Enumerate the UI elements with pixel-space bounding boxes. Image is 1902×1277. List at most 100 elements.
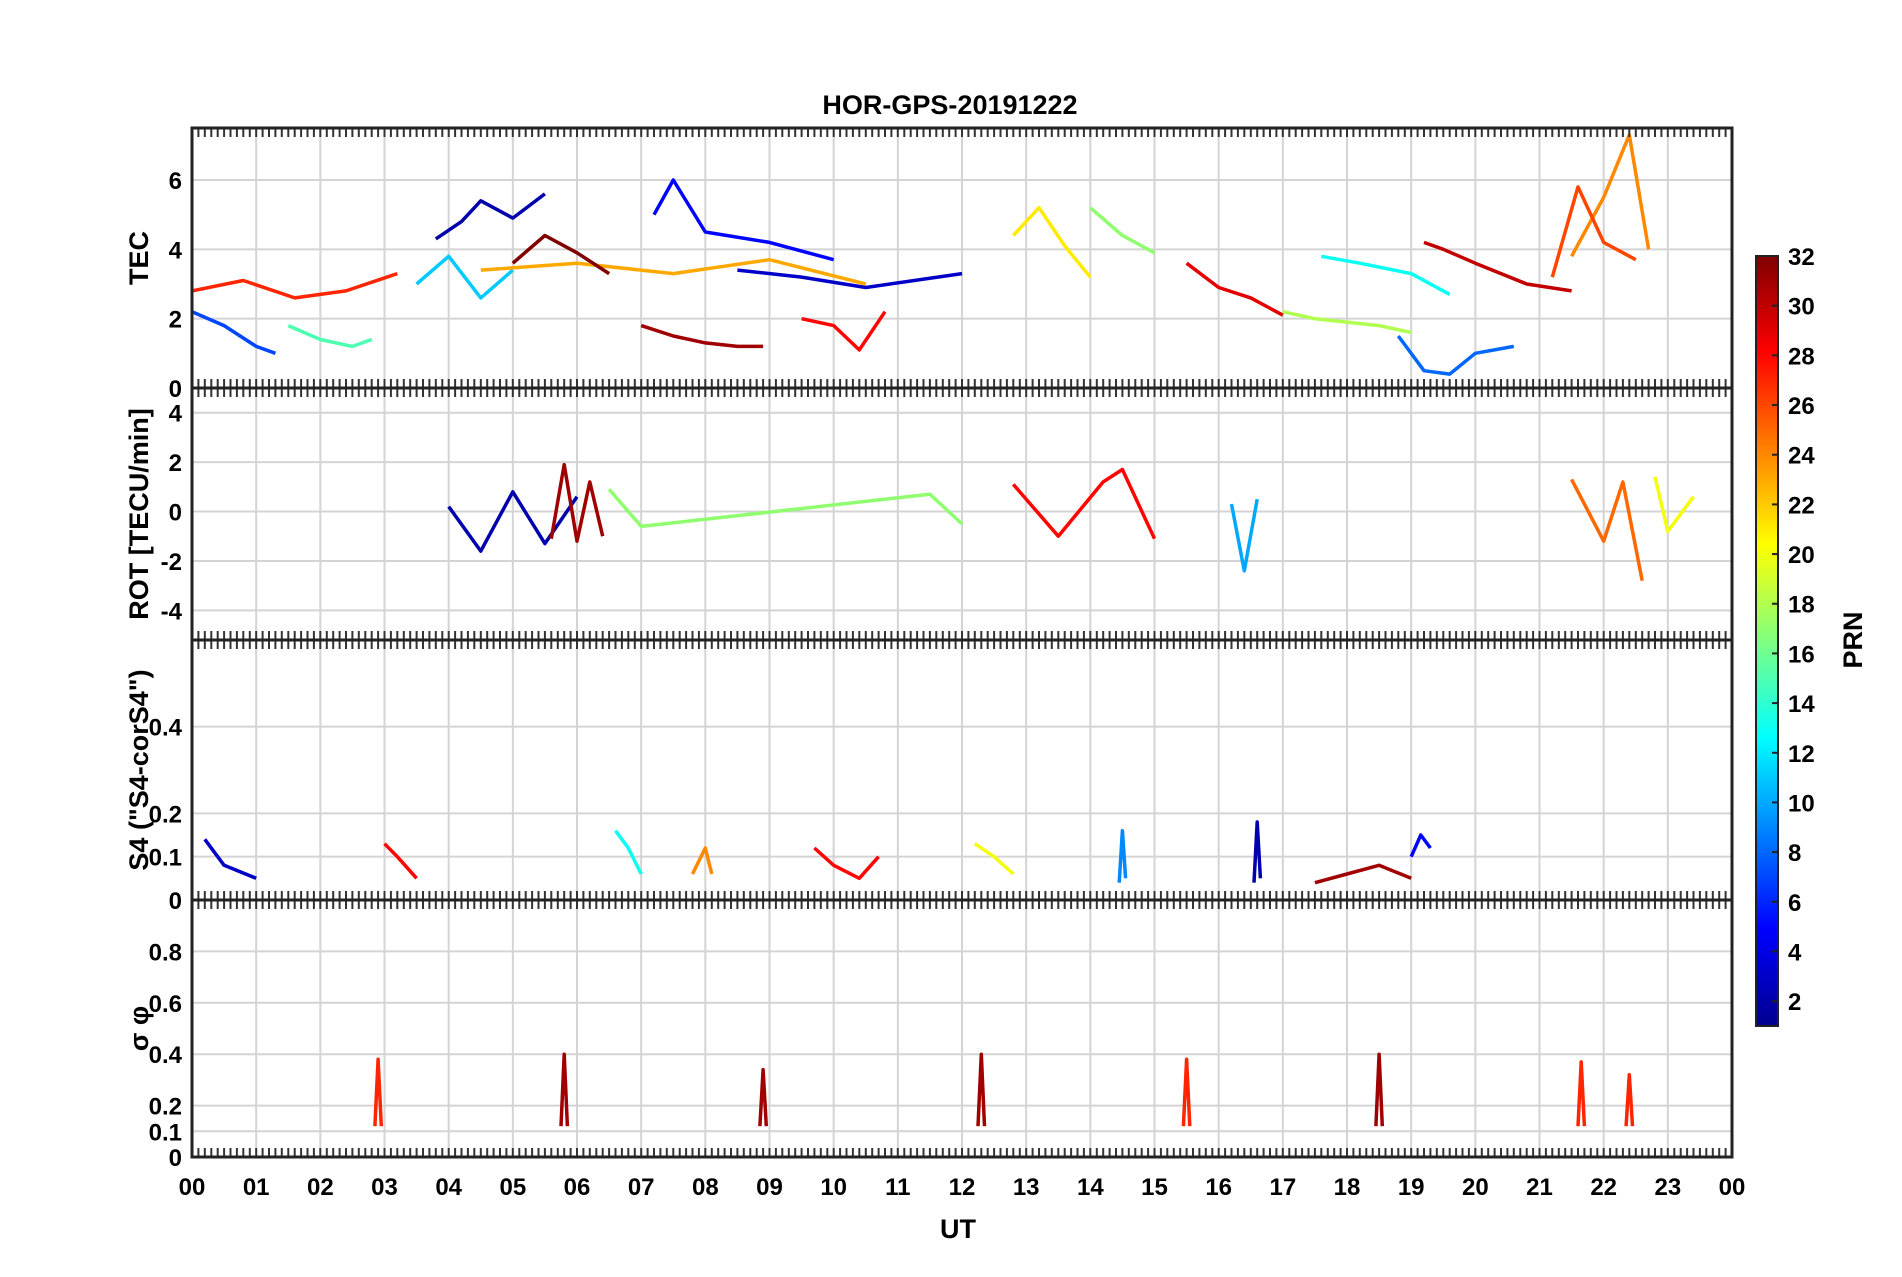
y-tick-label: 4 <box>169 401 183 428</box>
panel-series <box>373 1052 1635 1127</box>
colorbar-tick-label: 22 <box>1788 492 1815 519</box>
series-prn-28 <box>801 310 887 352</box>
series-prn-27 <box>192 271 398 300</box>
panel-2: -4 -2 0 2 4 ROT [TECU/min] <box>124 386 1734 642</box>
x-tick-label: 22 <box>1590 1174 1617 1201</box>
colorbar-tick-label: 20 <box>1788 542 1815 569</box>
x-tick-label: 07 <box>628 1174 655 1201</box>
series-prn-28 <box>1011 467 1157 540</box>
x-tick-label: 11 <box>885 1174 910 1201</box>
y-tick-label: 0.4 <box>149 715 183 742</box>
series-prn-7 <box>192 310 276 355</box>
series-prn-27 <box>1181 1057 1192 1127</box>
series-prn-5 <box>652 178 835 262</box>
series-prn-31 <box>549 462 605 543</box>
x-tick-label: 21 <box>1526 1174 1553 1201</box>
colorbar-tick-label: 4 <box>1788 939 1802 966</box>
colorbar-tick-label: 16 <box>1788 641 1815 668</box>
series-prn-2 <box>1252 820 1263 883</box>
panel-series <box>447 462 1695 582</box>
series-prn-31 <box>640 323 764 349</box>
y-tick-label: 0 <box>169 376 182 403</box>
y-tick-label: 0 <box>169 888 182 915</box>
y-tick-label: 0.2 <box>149 801 182 828</box>
series-prn-2 <box>434 192 546 241</box>
series-prn-8 <box>1396 334 1515 376</box>
y-tick-label: 6 <box>169 168 182 195</box>
y-tick-label: 0.2 <box>149 1094 182 1121</box>
series-prn-31 <box>559 1052 570 1127</box>
series-prn-13 <box>614 829 643 875</box>
series-prn-3 <box>737 268 963 290</box>
x-tick-label: 01 <box>243 1174 270 1201</box>
y-axis-label: σ φ <box>124 1006 154 1051</box>
x-tick-label: 16 <box>1205 1174 1232 1201</box>
colorbar-tick-label: 10 <box>1788 790 1815 817</box>
colorbar-tick-label: 30 <box>1788 294 1815 321</box>
x-tick-label: 04 <box>435 1174 462 1201</box>
series-prn-24 <box>690 846 714 875</box>
y-tick-label: 0.4 <box>149 1042 183 1069</box>
series-prn-32 <box>511 233 611 276</box>
series-prn-3 <box>203 838 257 880</box>
series-prn-18 <box>1282 309 1412 335</box>
series-prn-29 <box>1185 261 1284 317</box>
y-tick-label: 0.6 <box>149 991 182 1018</box>
colorbar-label: PRN <box>1838 611 1868 668</box>
series-prn-17 <box>1089 206 1156 255</box>
series-prn-15 <box>287 323 373 349</box>
series-prn-20 <box>1653 476 1695 534</box>
series-prn-10 <box>1229 498 1259 573</box>
series-prn-25 <box>1570 478 1644 582</box>
x-tick-label: 12 <box>949 1174 976 1201</box>
colorbar-tick-label: 26 <box>1788 393 1815 420</box>
x-tick-label: 00 <box>1719 1174 1746 1201</box>
x-tick-label: 20 <box>1462 1174 1489 1201</box>
series-prn-13 <box>1320 254 1451 296</box>
series-prn-11 <box>415 254 514 300</box>
series-prn-23 <box>480 257 867 286</box>
colorbar-tick-label: 28 <box>1788 343 1815 370</box>
y-tick-label: 0.1 <box>149 845 182 872</box>
y-tick-label: 0.8 <box>149 939 182 966</box>
colorbar-tick-label: 32 <box>1788 244 1815 271</box>
series-prn-28 <box>813 846 880 881</box>
series-prn-21 <box>1012 205 1092 279</box>
y-tick-label: 0 <box>169 1145 182 1172</box>
x-tick-label: 18 <box>1334 1174 1361 1201</box>
y-tick-label: 2 <box>169 450 182 477</box>
y-axis-label: ROT [TECU/min] <box>124 408 154 619</box>
colorbar-tick-label: 8 <box>1788 840 1801 867</box>
panel-1: 0 2 4 6 TEC <box>124 126 1734 403</box>
series-prn-5 <box>1409 833 1432 858</box>
y-tick-label: 0 <box>169 500 182 527</box>
y-tick-label: 4 <box>169 237 183 264</box>
series-prn-27 <box>1624 1073 1635 1127</box>
x-tick-label: 14 <box>1077 1174 1104 1201</box>
colorbar-gradient <box>1755 255 1779 1027</box>
series-prn-9 <box>1117 828 1128 883</box>
x-tick-label: 02 <box>307 1174 334 1201</box>
x-tick-label: 13 <box>1013 1174 1040 1201</box>
y-axis-label: S4 ("S4-corS4") <box>124 669 154 870</box>
series-prn-31 <box>1314 863 1412 885</box>
series-prn-31 <box>976 1052 987 1127</box>
series-prn-28 <box>383 842 418 880</box>
y-tick-label: -2 <box>161 549 182 576</box>
panel-series <box>203 820 1432 885</box>
x-tick-label: 08 <box>692 1174 719 1201</box>
x-tick-label: 00 <box>179 1174 206 1201</box>
colorbar-tick-label: 14 <box>1788 691 1815 718</box>
y-tick-label: -4 <box>161 598 183 625</box>
colorbar-tick-label: 6 <box>1788 890 1801 917</box>
series-prn-27 <box>373 1057 384 1127</box>
series-prn-20 <box>973 842 1015 876</box>
series-prn-27 <box>1576 1060 1587 1127</box>
x-tick-label: 05 <box>499 1174 526 1201</box>
x-axis-label: UT <box>940 1214 976 1244</box>
x-tick-label: 15 <box>1141 1174 1168 1201</box>
series-prn-31 <box>1374 1052 1385 1127</box>
